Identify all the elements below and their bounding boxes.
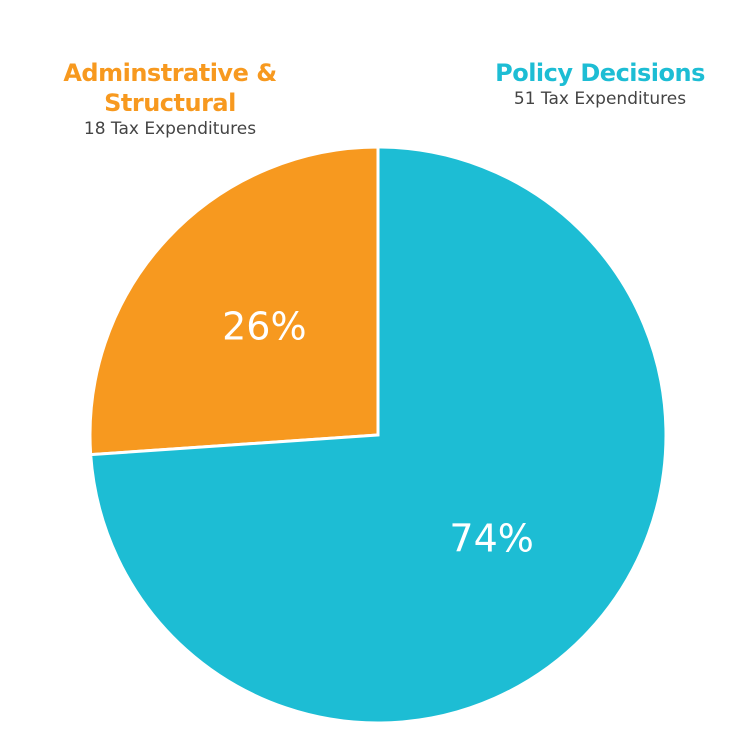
legend-title-policy: Policy Decisions <box>495 59 705 87</box>
legend-count-administrative: 18 Tax Expenditures <box>83 119 257 139</box>
legend-title-administrative: Adminstrative & Structural <box>63 59 277 117</box>
slice-label-policy: 74% <box>449 517 533 561</box>
pie-slice-policy <box>89 145 668 725</box>
legend-entry-administrative: Adminstrative & Structural 18 Tax Expend… <box>0 58 340 140</box>
legend-count-policy: 51 Tax Expenditures <box>513 89 687 109</box>
legend-entry-policy: Policy Decisions 51 Tax Expenditures <box>470 58 730 110</box>
pie-slice-administrative <box>88 145 380 457</box>
slice-label-administrative: 26% <box>222 304 306 348</box>
